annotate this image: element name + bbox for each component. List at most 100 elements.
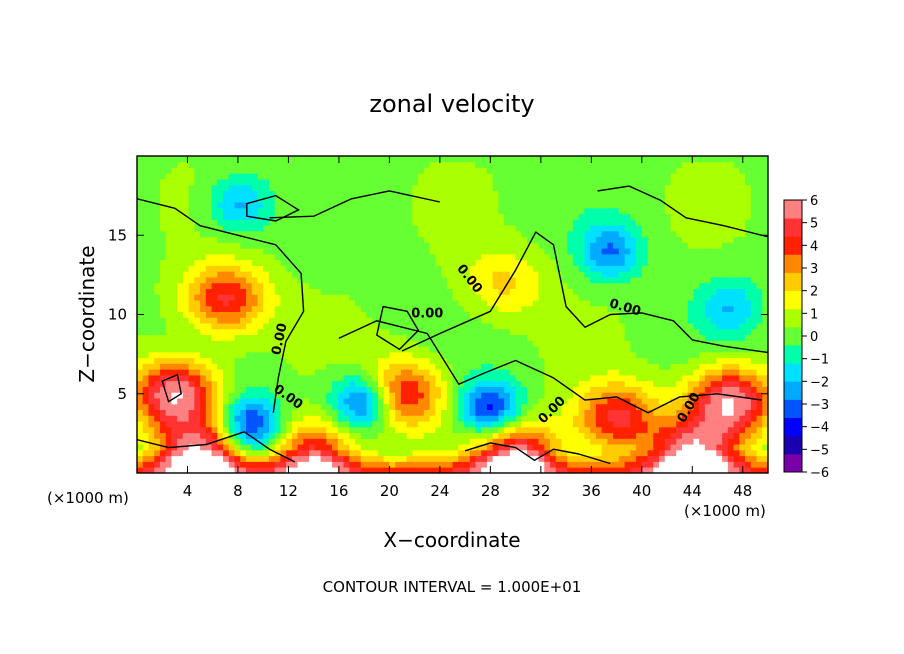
heat-cell bbox=[630, 196, 637, 203]
heat-cell bbox=[154, 207, 161, 215]
heat-cell bbox=[263, 253, 270, 261]
heat-cell bbox=[332, 386, 339, 393]
heat-cell bbox=[452, 328, 459, 336]
heat-cell bbox=[165, 328, 172, 336]
heat-cell bbox=[550, 432, 557, 439]
heat-cell bbox=[389, 179, 396, 186]
heat-cell bbox=[383, 184, 390, 191]
heat-cell bbox=[274, 236, 281, 243]
heat-cell bbox=[142, 305, 149, 313]
heat-cell bbox=[458, 438, 465, 445]
heat-cell bbox=[177, 467, 184, 473]
heat-cell bbox=[274, 461, 281, 468]
heat-cell bbox=[429, 242, 436, 249]
heat-cell bbox=[274, 288, 281, 295]
heat-cell bbox=[194, 242, 201, 249]
heat-cell bbox=[360, 179, 367, 186]
heat-cell bbox=[320, 357, 327, 364]
heat-cell bbox=[498, 340, 505, 347]
heat-cell bbox=[452, 184, 459, 191]
heat-cell bbox=[332, 173, 339, 180]
heat-cell bbox=[636, 259, 643, 266]
heat-cell bbox=[463, 317, 471, 324]
heat-cell bbox=[601, 449, 608, 457]
heat-cell bbox=[469, 438, 476, 445]
heat-cell bbox=[504, 259, 511, 266]
heat-cell bbox=[228, 340, 235, 347]
heat-cell bbox=[590, 288, 597, 295]
heat-cell bbox=[303, 334, 310, 341]
heat-cell bbox=[154, 265, 161, 272]
heat-cell bbox=[613, 271, 620, 278]
heat-cell bbox=[624, 265, 631, 272]
heat-cell bbox=[251, 444, 258, 451]
heat-cell bbox=[188, 213, 195, 220]
heat-cell bbox=[194, 271, 201, 278]
heat-cell bbox=[613, 305, 620, 313]
heat-cell bbox=[555, 449, 562, 457]
heat-cell bbox=[613, 277, 620, 284]
heat-cell bbox=[446, 207, 453, 215]
heat-cell bbox=[527, 190, 534, 197]
heat-cell bbox=[188, 421, 195, 428]
heat-cell bbox=[567, 173, 574, 180]
heat-cell bbox=[280, 317, 287, 324]
heat-cell bbox=[475, 317, 482, 324]
heat-cell bbox=[245, 398, 253, 405]
heat-cell bbox=[406, 375, 413, 382]
heat-cell bbox=[286, 449, 293, 457]
heat-cell bbox=[205, 294, 212, 301]
heat-cell bbox=[159, 403, 167, 410]
heat-cell bbox=[527, 317, 534, 324]
heat-cell bbox=[263, 190, 270, 197]
heat-cell bbox=[332, 311, 339, 318]
heat-cell bbox=[423, 432, 430, 439]
heat-cell bbox=[240, 375, 247, 382]
heat-cell bbox=[165, 334, 172, 341]
heat-cell bbox=[320, 380, 327, 387]
heat-cell bbox=[641, 392, 648, 399]
heat-cell bbox=[194, 219, 201, 226]
heat-cell bbox=[182, 282, 190, 289]
heat-cell bbox=[205, 179, 212, 186]
heat-cell bbox=[641, 156, 648, 163]
heat-cell bbox=[486, 455, 494, 462]
heat-cell bbox=[469, 346, 476, 353]
heat-cell bbox=[332, 184, 339, 191]
heat-cell bbox=[280, 288, 287, 295]
heat-cell bbox=[217, 225, 224, 232]
heat-cell bbox=[572, 415, 580, 422]
heat-cell bbox=[636, 438, 643, 445]
heat-cell bbox=[555, 415, 562, 422]
heat-cell bbox=[515, 403, 522, 410]
heat-cell bbox=[492, 277, 499, 284]
heat-cell bbox=[429, 363, 436, 370]
heat-cell bbox=[274, 398, 281, 405]
heat-cell bbox=[194, 288, 201, 295]
heat-cell bbox=[590, 363, 597, 370]
heat-cell bbox=[475, 282, 482, 289]
heat-cell bbox=[194, 305, 201, 313]
heat-cell bbox=[521, 357, 528, 364]
heat-cell bbox=[561, 334, 568, 341]
heat-cell bbox=[205, 271, 212, 278]
heat-cell bbox=[343, 317, 350, 324]
heat-cell bbox=[469, 351, 476, 359]
heat-cell bbox=[263, 334, 270, 341]
heat-cell bbox=[561, 455, 568, 462]
heat-cell bbox=[343, 207, 350, 215]
heat-cell bbox=[527, 173, 534, 180]
heat-cell bbox=[446, 213, 453, 220]
heat-cell bbox=[429, 386, 436, 393]
heat-cell bbox=[423, 179, 430, 186]
heat-cell bbox=[515, 173, 522, 180]
heat-cell bbox=[636, 300, 643, 307]
heat-cell bbox=[372, 328, 379, 336]
heat-cell bbox=[481, 323, 488, 330]
heat-cell bbox=[429, 236, 436, 243]
heat-cell bbox=[337, 271, 344, 278]
heat-cell bbox=[504, 277, 511, 284]
heat-cell bbox=[618, 288, 625, 295]
heat-cell bbox=[572, 242, 580, 249]
heat-cell bbox=[223, 271, 230, 278]
